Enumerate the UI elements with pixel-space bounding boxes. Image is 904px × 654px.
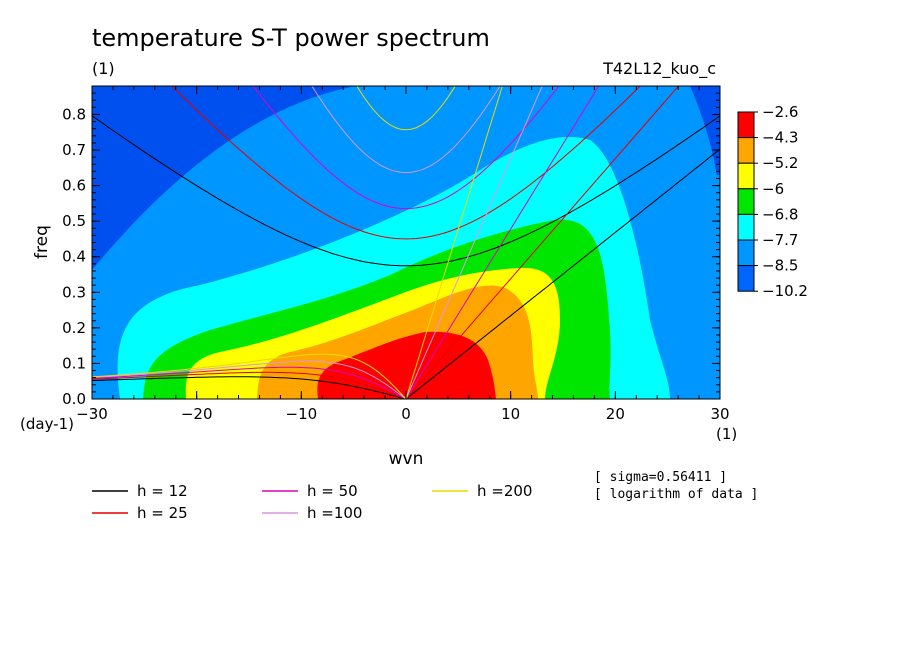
dispersion-curves bbox=[92, 86, 720, 399]
gravity-curve-4 bbox=[356, 86, 456, 131]
colorbar: −2.6 −4.3 −5.2 −6 −6.8 −7.7 −8.5 −10.2 bbox=[737, 103, 808, 300]
colorbar-label: −10.2 bbox=[762, 282, 808, 300]
y-tick-label: 0.8 bbox=[62, 105, 86, 123]
colorbar-label: −7.7 bbox=[762, 231, 798, 249]
y-tick-label: 0.5 bbox=[62, 212, 86, 230]
kelvin-curve-1 bbox=[405, 86, 680, 399]
colorbar-label: −6.8 bbox=[762, 205, 798, 223]
legend-label: h = 12 bbox=[137, 482, 188, 500]
x-tick-label: −20 bbox=[181, 405, 213, 423]
y-axis: 0.0 0.1 0.2 0.3 0.4 0.5 0.6 0.7 0.8 bbox=[62, 92, 720, 408]
y-tick-label: 0.4 bbox=[62, 248, 86, 266]
colorbar-swatch bbox=[737, 265, 755, 292]
kelvin-curve-3 bbox=[405, 86, 543, 399]
legend: h = 12 h = 25 h = 50 h =100 h =200 bbox=[92, 482, 532, 522]
kelvin-curve-0 bbox=[405, 148, 720, 399]
x-tick-label: −10 bbox=[286, 405, 318, 423]
x-unit-label: (1) bbox=[716, 425, 737, 443]
y-tick-label: 0.3 bbox=[62, 283, 86, 301]
chart-title: temperature S-T power spectrum bbox=[92, 24, 490, 52]
y-tick-label: 0.6 bbox=[62, 177, 86, 195]
gravity-curve-3 bbox=[311, 86, 501, 174]
colorbar-label: −2.6 bbox=[762, 103, 798, 121]
sigma-note: [ sigma=0.56411 ] bbox=[594, 470, 727, 485]
legend-label: h = 25 bbox=[137, 504, 188, 522]
x-tick-label: −30 bbox=[76, 405, 108, 423]
legend-label: h = 50 bbox=[307, 482, 358, 500]
log-note: [ logarithm of data ] bbox=[594, 487, 758, 502]
y-unit-label: (day-1) bbox=[20, 415, 74, 433]
gravity-curve-2 bbox=[252, 86, 560, 210]
legend-label: h =200 bbox=[477, 482, 532, 500]
colorbar-swatch bbox=[737, 213, 755, 241]
y-tick-label: 0.1 bbox=[62, 354, 86, 372]
kelvin-curve-2 bbox=[405, 86, 600, 399]
x-axis: −30 −20 −10 0 10 20 30 bbox=[76, 86, 730, 423]
x-axis-label: wvn bbox=[389, 449, 424, 469]
y-tick-label: 0.0 bbox=[62, 390, 86, 408]
x-tick-label: 30 bbox=[710, 405, 729, 423]
rossby-curve-4 bbox=[92, 353, 407, 399]
kelvin-curve-4 bbox=[405, 86, 503, 399]
colorbar-swatch bbox=[737, 239, 755, 267]
colorbar-label: −4.3 bbox=[762, 129, 798, 147]
units-label: (1) bbox=[92, 59, 115, 78]
rossby-curve-1 bbox=[92, 371, 407, 399]
colorbar-swatch bbox=[737, 162, 755, 190]
legend-label: h =100 bbox=[307, 504, 362, 522]
experiment-label: T42L12_kuo_c bbox=[602, 59, 716, 79]
rossby-curve-3 bbox=[92, 360, 407, 399]
colorbar-label: −5.2 bbox=[762, 154, 798, 172]
colorbar-swatch bbox=[737, 188, 755, 215]
x-tick-label: 20 bbox=[606, 405, 625, 423]
x-tick-label: 10 bbox=[501, 405, 520, 423]
colorbar-label: −6 bbox=[762, 180, 784, 198]
gravity-curve-0 bbox=[92, 115, 720, 267]
contour-band-7 bbox=[317, 331, 496, 399]
colorbar-swatch bbox=[737, 137, 755, 164]
rossby-curve-0 bbox=[92, 376, 407, 399]
colorbar-swatch bbox=[737, 111, 755, 139]
plot-area bbox=[91, 85, 721, 400]
gravity-curve-1 bbox=[171, 86, 641, 240]
y-tick-label: 0.2 bbox=[62, 319, 86, 337]
colorbar-label: −8.5 bbox=[762, 257, 798, 275]
y-axis-label: freq bbox=[32, 225, 52, 259]
rossby-curve-2 bbox=[92, 366, 407, 399]
y-tick-label: 0.7 bbox=[62, 141, 86, 159]
x-tick-label: 0 bbox=[401, 405, 411, 423]
